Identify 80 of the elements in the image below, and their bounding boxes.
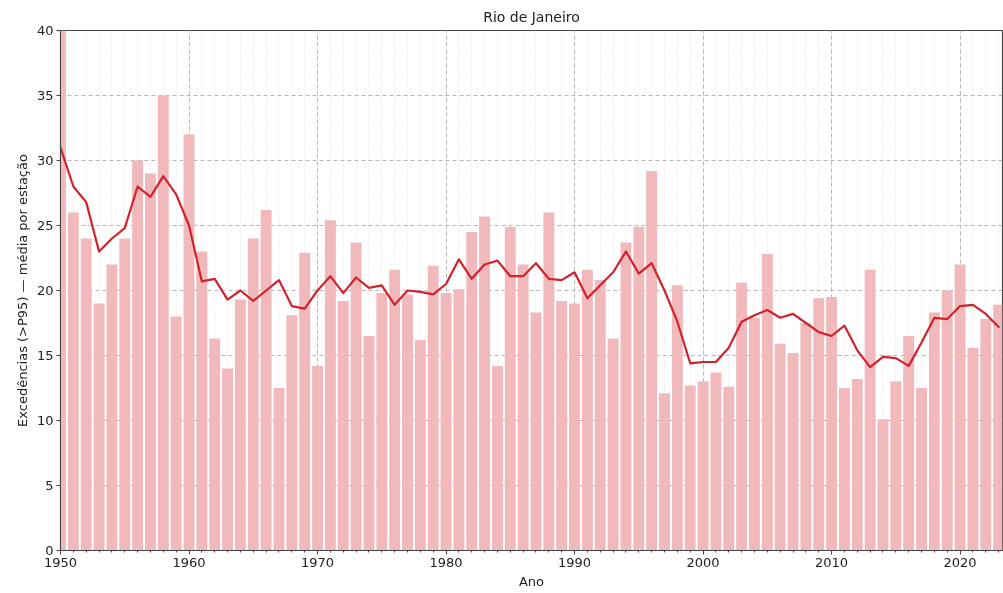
x-tick-label: 1970 [300, 554, 335, 570]
bar [222, 368, 234, 551]
bar [826, 297, 838, 551]
y-tick-label: 10 [36, 413, 54, 428]
bar [402, 294, 413, 551]
y-tick-label: 25 [36, 218, 54, 233]
bar [993, 304, 1003, 551]
bar [80, 238, 92, 551]
bar [736, 282, 748, 551]
bar [247, 238, 259, 551]
bar [119, 238, 131, 551]
bar [145, 173, 156, 551]
bar [569, 303, 581, 551]
x-tick-label: 2000 [686, 554, 720, 570]
bar [312, 365, 323, 551]
bar [813, 298, 825, 551]
bar [787, 352, 799, 551]
bar [594, 280, 606, 551]
y-tick-label: 20 [36, 283, 54, 298]
bar [234, 299, 246, 551]
bar [980, 319, 992, 551]
bar [273, 388, 285, 551]
bar [414, 339, 426, 551]
bar [132, 160, 144, 551]
bar [941, 290, 953, 551]
x-axis-title: Ano [518, 573, 545, 589]
y-tick-label: 30 [36, 153, 54, 168]
bar [723, 386, 735, 551]
bar [286, 315, 298, 551]
x-tick-label: 1990 [558, 554, 592, 570]
y-tick-label: 40 [36, 23, 54, 38]
x-tick-label: 2020 [943, 554, 977, 570]
bar [337, 300, 349, 551]
x-tick-label: 1960 [172, 554, 206, 570]
x-tick-label: 2010 [815, 554, 849, 570]
bar [890, 381, 902, 551]
bar [530, 312, 542, 551]
bar [684, 385, 696, 551]
y-tick-label: 5 [45, 478, 54, 493]
bar [491, 365, 503, 551]
bar [389, 269, 401, 551]
bar [299, 252, 311, 551]
bar [928, 312, 940, 551]
x-tick-label: 1980 [429, 554, 463, 570]
bar [479, 216, 491, 551]
bar [157, 95, 169, 551]
bar [196, 251, 208, 551]
bar [659, 393, 670, 551]
bar [556, 300, 568, 551]
bar [761, 254, 773, 551]
y-tick-label: 15 [36, 348, 54, 363]
y-axis-title: Excedências (>P95) — média por estação [14, 154, 30, 427]
bar [517, 264, 529, 551]
bar [800, 323, 812, 551]
bar [543, 212, 555, 551]
bar [916, 388, 927, 551]
bar [774, 343, 786, 551]
bar [260, 209, 272, 551]
bar [324, 220, 336, 551]
chart-title: Rio de Janeiro [483, 8, 580, 25]
bar [427, 265, 439, 551]
bar [581, 269, 593, 551]
bar [903, 336, 915, 551]
bar [209, 338, 221, 551]
bar [67, 212, 79, 551]
bar [633, 226, 645, 551]
bar [646, 170, 658, 551]
bar [838, 388, 850, 551]
bar [183, 134, 195, 551]
bar [864, 269, 876, 551]
line-series [60, 146, 1000, 369]
bar [376, 293, 388, 551]
bar [504, 226, 516, 551]
bar [851, 378, 863, 551]
bar [466, 232, 478, 551]
bar [671, 285, 683, 551]
bar [877, 419, 889, 551]
y-tick-label: 35 [36, 88, 54, 103]
bar [170, 316, 182, 551]
bar [749, 317, 760, 551]
